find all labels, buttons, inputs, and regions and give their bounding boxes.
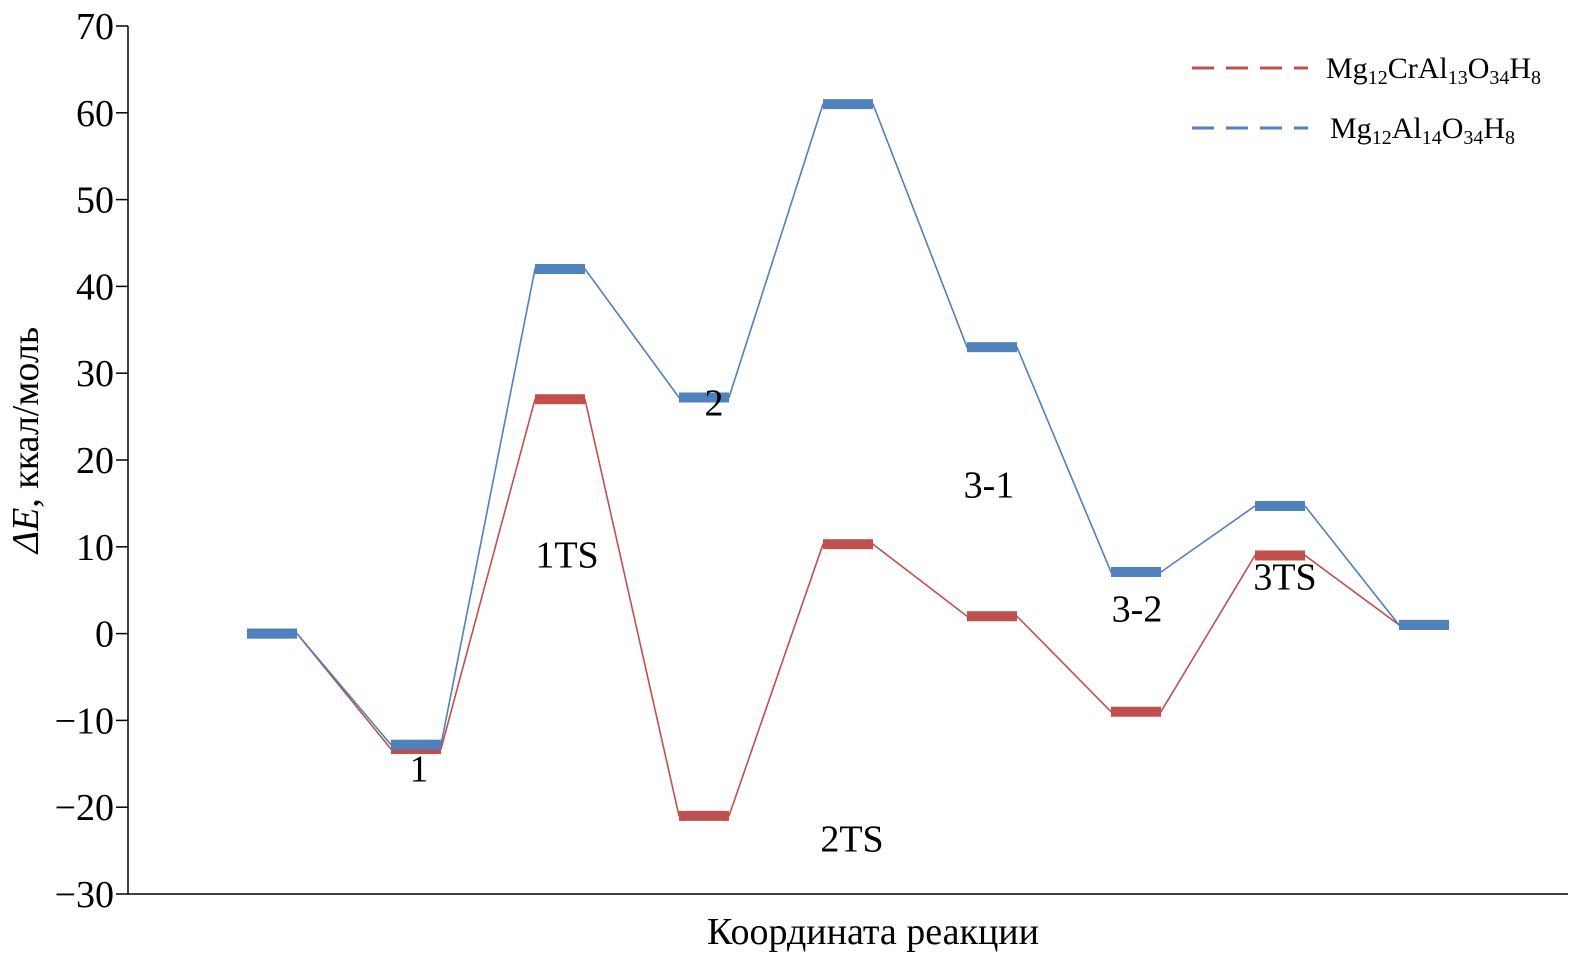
energy-level-undoped: [679, 392, 729, 403]
y-axis-label: ΔE, ккал/моль: [5, 327, 47, 555]
subscript: 12: [1372, 127, 1392, 149]
energy-level-cr-doped: [679, 810, 729, 821]
energy-level-cr-doped: [823, 539, 873, 550]
energy-level-undoped: [823, 99, 873, 110]
element-symbol: Mg: [1330, 112, 1372, 145]
element-symbol: CrAl: [1388, 52, 1448, 85]
state-label: 3TS: [1253, 557, 1316, 599]
state-label: 1: [410, 749, 429, 791]
y-tick-label: 50: [76, 180, 114, 222]
subscript: 34: [1489, 67, 1509, 89]
energy-level-undoped: [1255, 501, 1305, 512]
annotations: 1 1TS 2 2TS 3-1 3-2 3TS: [410, 383, 1317, 861]
energy-level-undoped: [1111, 566, 1161, 577]
energy-level-undoped: [391, 739, 441, 750]
y-ticks: 70 60 50 40 30 20 10 0 −10 −20 −30: [55, 6, 128, 916]
energy-level-cr-doped: [967, 611, 1017, 622]
y-axis-unit: , ккал/моль: [5, 327, 47, 508]
y-tick-label: 20: [76, 440, 114, 482]
energy-levels: [247, 99, 1449, 821]
state-label: 3-1: [964, 465, 1015, 507]
subscript: 14: [1422, 127, 1442, 149]
state-label: 2: [705, 383, 724, 425]
energy-level-cr-doped: [1255, 550, 1305, 561]
element-symbol: O: [1468, 52, 1490, 85]
subscript: 8: [1505, 127, 1515, 149]
energy-level-undoped: [967, 342, 1017, 353]
y-tick-label: 0: [95, 614, 114, 656]
state-label: 3-2: [1112, 589, 1163, 631]
y-tick-label: 40: [76, 266, 114, 308]
y-tick-label: 10: [76, 527, 114, 569]
element-symbol: Mg: [1326, 52, 1368, 85]
y-tick-label: 70: [76, 6, 114, 48]
y-tick-label: −30: [55, 874, 114, 916]
energy-level-cr-doped: [1111, 706, 1161, 717]
element-symbol: O: [1442, 112, 1464, 145]
subscript: 34: [1463, 127, 1483, 149]
x-axis-label: Координата реакции: [707, 911, 1039, 953]
energy-level-cr-doped: [535, 394, 585, 405]
subscript: 12: [1368, 67, 1388, 89]
state-label: 1TS: [535, 535, 598, 577]
energy-level-undoped: [247, 628, 297, 639]
axes: [127, 26, 1568, 895]
y-tick-label: −10: [55, 700, 114, 742]
legend-label: Mg12CrAl13O34H8: [1326, 52, 1541, 89]
y-tick-label: 60: [76, 93, 114, 135]
series-lines: [247, 103, 1449, 817]
state-label: 2TS: [820, 819, 883, 861]
legend-label: Mg12Al14O34H8: [1330, 112, 1515, 149]
subscript: 13: [1448, 67, 1468, 89]
energy-level-undoped: [1399, 619, 1449, 630]
element-symbol: H: [1509, 52, 1531, 85]
y-tick-label: −20: [55, 787, 114, 829]
y-axis-symbol: ΔE: [5, 508, 47, 556]
series-line-undoped: [247, 103, 1449, 746]
energy-level-undoped: [535, 264, 585, 275]
subscript: 8: [1531, 67, 1541, 89]
element-symbol: H: [1483, 112, 1505, 145]
y-tick-label: 30: [76, 353, 114, 395]
element-symbol: Al: [1392, 112, 1422, 145]
